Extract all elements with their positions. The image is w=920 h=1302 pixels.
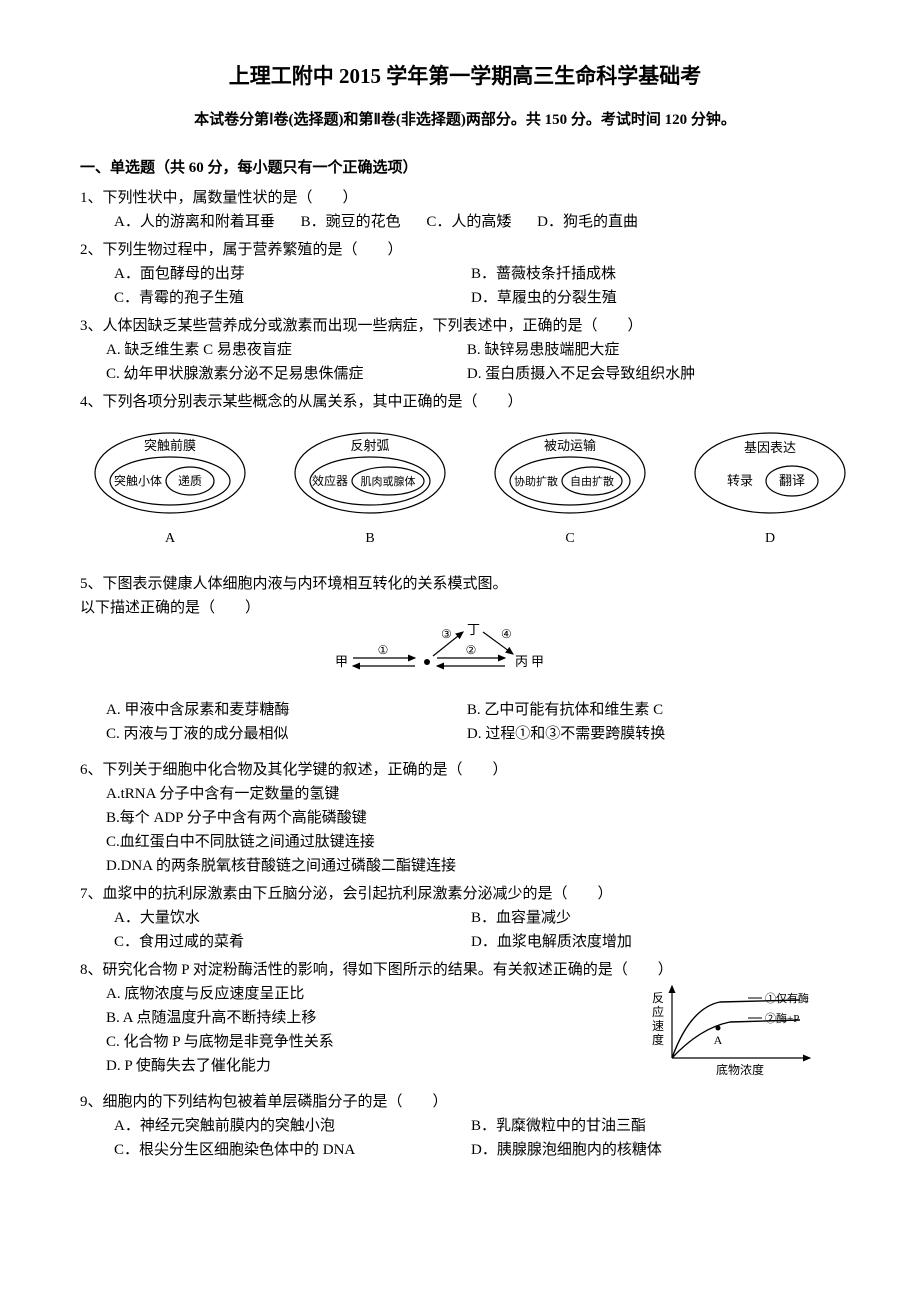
q5-bing: 丙 [515,654,528,669]
q8-xlabel: 底物浓度 [716,1062,764,1077]
q4c-outer: 被动运输 [544,438,596,453]
q5-n3: ③ [441,627,452,641]
q5-n2: ② [466,643,477,657]
q5-options: A. 甲液中含尿素和麦芽糖酶 B. 乙中可能有抗体和维生素 C C. 丙液与丁液… [80,698,850,746]
q1-opt-d: D．狗毛的直曲 [537,210,638,234]
q1-stem: 1、下列性状中，属数量性状的是（ ） [80,186,850,210]
q5-n1: ① [378,643,389,657]
q4a-right: 递质 [178,474,202,488]
q2-stem: 2、下列生物过程中，属于营养繁殖的是（ ） [80,238,850,262]
q2-opt-d: D．草履虫的分裂生殖 [471,286,824,310]
q5-figure: 甲 ① ② 丙 甲 ③ 丁 ④ [80,624,850,692]
q9-opt-b: B．乳糜微粒中的甘油三酯 [471,1114,824,1138]
q9-opt-d: D．胰腺腺泡细胞内的核糖体 [471,1138,824,1162]
q4-diagram-c: 被动运输 协助扩散 自由扩散 C [490,426,650,550]
question-3: 3、人体因缺乏某些营养成分或激素而出现一些病症，下列表述中，正确的是（ ） A.… [80,314,850,386]
q8-figure: 反 应 速 度 底物浓度 A ①仅有酶 ②酶+P [640,978,820,1086]
q6-opt-b: B.每个 ADP 分子中含有两个高能磷酸键 [106,806,850,830]
q5-ding: 丁 [467,624,480,637]
q4b-label: B [290,528,450,550]
question-1: 1、下列性状中，属数量性状的是（ ） A．人的游离和附着耳垂 B．豌豆的花色 C… [80,186,850,234]
q4c-label: C [490,528,650,550]
q8-l1: ①仅有酶 [765,991,809,1005]
q5-jia2: 甲 [531,654,544,669]
q8-y2: 应 [652,1004,664,1019]
q3-stem: 3、人体因缺乏某些营养成分或激素而出现一些病症，下列表述中，正确的是（ ） [80,314,850,338]
q8-l2: ②酶+P [765,1012,799,1025]
q5-opt-a: A. 甲液中含尿素和麦芽糖酶 [106,698,463,722]
q9-opt-a: A．神经元突触前膜内的突触小泡 [114,1114,467,1138]
q3-opt-b: B. 缺锌易患肢端肥大症 [467,338,824,362]
q6-opt-d: D.DNA 的两条脱氧核苷酸链之间通过磷酸二酯键连接 [106,854,850,878]
q4d-label: D [690,528,850,550]
q4a-label: A [90,528,250,550]
q3-opt-a: A. 缺乏维生素 C 易患夜盲症 [106,338,463,362]
q5-opt-c: C. 丙液与丁液的成分最相似 [106,722,463,746]
q4c-right: 自由扩散 [570,474,614,488]
question-7: 7、血浆中的抗利尿激素由下丘脑分泌，会引起抗利尿激素分泌减少的是（ ） A．大量… [80,882,850,954]
q7-opt-d: D．血浆电解质浓度增加 [471,930,824,954]
q4a-outer: 突触前膜 [144,438,196,453]
q9-stem: 9、细胞内的下列结构包被着单层磷脂分子的是（ ） [80,1090,850,1114]
q4d-right: 翻译 [779,473,805,488]
q2-opt-a: A．面包酵母的出芽 [114,262,467,286]
exam-subtitle: 本试卷分第Ⅰ卷(选择题)和第Ⅱ卷(非选择题)两部分。共 150 分。考试时间 1… [80,108,850,132]
q4a-left: 突触小体 [114,473,162,488]
q8-opt-d: D. P 使酶失去了催化能力 [106,1054,630,1078]
section-1-title: 一、单选题（共 60 分，每小题只有一个正确选项） [80,156,850,180]
q4-diagrams: 突触前膜 突触小体 递质 A 反射弧 效应器 肌肉或腺体 B 被动运输 协助扩散… [90,426,850,550]
question-6: 6、下列关于细胞中化合物及其化学键的叙述，正确的是（ ） A.tRNA 分子中含… [80,758,850,878]
q1-opt-b: B．豌豆的花色 [301,210,401,234]
q9-opt-c: C．根尖分生区细胞染色体中的 DNA [114,1138,467,1162]
q6-opt-c: C.血红蛋白中不同肽链之间通过肽键连接 [106,830,850,854]
q1-opt-c: C．人的高矮 [426,210,511,234]
question-8: 8、研究化合物 P 对淀粉酶活性的影响，得如下图所示的结果。有关叙述正确的是（ … [80,958,850,1086]
q8-y1: 反 [652,991,664,1005]
q8-opt-b: B. A 点随温度升高不断持续上移 [106,1006,630,1030]
q5-stem2: 以下描述正确的是（ ） [80,596,850,620]
q5-opt-d: D. 过程①和③不需要跨膜转换 [467,722,824,746]
q4c-left: 协助扩散 [514,474,558,488]
q5-jia: 甲 [335,654,348,669]
q4b-right: 肌肉或腺体 [361,474,416,488]
q1-opt-a: A．人的游离和附着耳垂 [114,210,275,234]
q4d-outer: 基因表达 [744,440,796,455]
q3-opt-c: C. 幼年甲状腺激素分泌不足易患侏儒症 [106,362,463,386]
q4b-left: 效应器 [312,473,348,488]
q5-stem: 5、下图表示健康人体细胞内液与内环境相互转化的关系模式图。 [80,572,850,596]
q8-y3: 速 [652,1019,664,1033]
q7-opt-a: A．大量饮水 [114,906,467,930]
q7-stem: 7、血浆中的抗利尿激素由下丘脑分泌，会引起抗利尿激素分泌减少的是（ ） [80,882,850,906]
q8-pt: A [714,1033,723,1047]
q4b-outer: 反射弧 [350,438,389,453]
q4-diagram-b: 反射弧 效应器 肌肉或腺体 B [290,426,450,550]
q4-diagram-d: 基因表达 转录 翻译 D [690,426,850,550]
q8-y4: 度 [652,1032,664,1047]
q6-stem: 6、下列关于细胞中化合物及其化学键的叙述，正确的是（ ） [80,758,850,782]
exam-title: 上理工附中 2015 学年第一学期高三生命科学基础考 [80,60,850,94]
q4-stem: 4、下列各项分别表示某些概念的从属关系，其中正确的是（ ） [80,390,850,414]
q4d-left: 转录 [727,473,753,488]
q3-opt-d: D. 蛋白质摄入不足会导致组织水肿 [467,362,824,386]
question-5: 5、下图表示健康人体细胞内液与内环境相互转化的关系模式图。 以下描述正确的是（ … [80,572,850,620]
question-9: 9、细胞内的下列结构包被着单层磷脂分子的是（ ） A．神经元突触前膜内的突触小泡… [80,1090,850,1162]
q7-opt-c: C．食用过咸的菜肴 [114,930,467,954]
q4-diagram-a: 突触前膜 突触小体 递质 A [90,426,250,550]
q2-opt-c: C．青霉的孢子生殖 [114,286,467,310]
question-4: 4、下列各项分别表示某些概念的从属关系，其中正确的是（ ） [80,390,850,414]
q7-opt-b: B．血容量减少 [471,906,824,930]
q8-opt-c: C. 化合物 P 与底物是非竞争性关系 [106,1030,630,1054]
q8-opt-a: A. 底物浓度与反应速度呈正比 [106,982,630,1006]
question-2: 2、下列生物过程中，属于营养繁殖的是（ ） A．面包酵母的出芽 B．蔷薇枝条扦插… [80,238,850,310]
q5-n4: ④ [501,627,512,641]
q6-opt-a: A.tRNA 分子中含有一定数量的氢键 [106,782,850,806]
q2-opt-b: B．蔷薇枝条扦插成株 [471,262,824,286]
q5-opt-b: B. 乙中可能有抗体和维生素 C [467,698,824,722]
